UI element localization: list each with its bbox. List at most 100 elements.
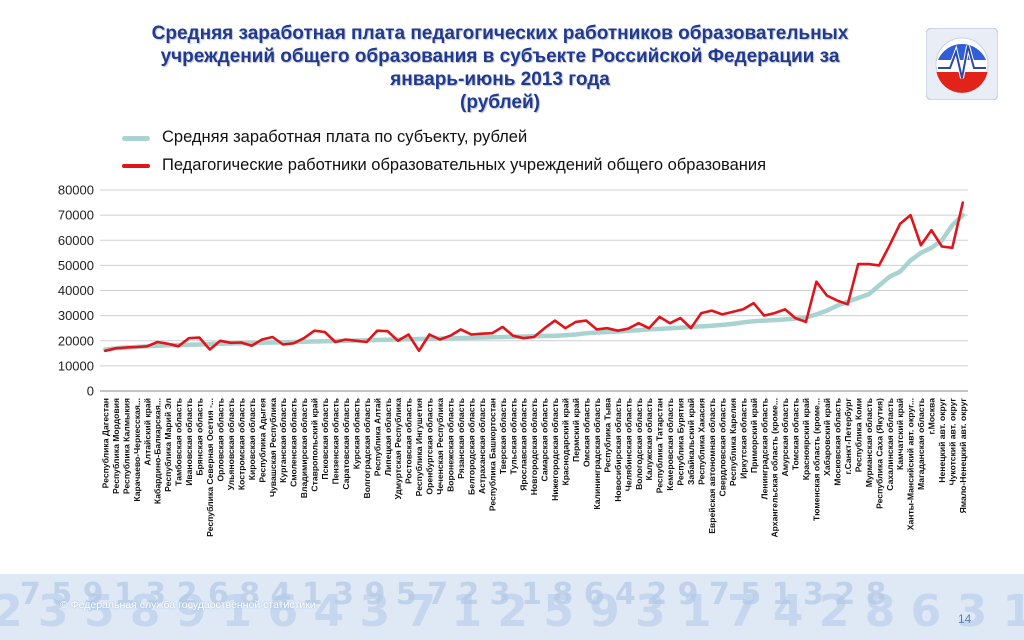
x-tick-label: Оренбургская область (425, 398, 435, 495)
title-line-2: учреждений общего образования в субъекте… (160, 46, 840, 67)
x-tick-label: Архангельская область (кроме... (770, 398, 780, 538)
legend-swatch-average (122, 136, 150, 141)
point-teachers (773, 312, 776, 314)
x-tick-label: Республика Хакасия (697, 398, 707, 485)
x-tick-label: Чеченская Республика (435, 398, 445, 495)
point-teachers (711, 310, 713, 312)
point-teachers (219, 340, 221, 342)
point-teachers (648, 327, 650, 329)
point-average (470, 337, 472, 339)
point-average (732, 323, 734, 325)
point-average (209, 343, 211, 345)
point-average (303, 341, 305, 343)
x-tick-label: Воронежская область (446, 398, 456, 492)
point-teachers (240, 341, 242, 344)
x-tick-label: Челябинская область (623, 398, 633, 491)
point-average (711, 325, 713, 327)
point-teachers (899, 223, 901, 225)
point-teachers (146, 345, 148, 347)
point-teachers (407, 333, 410, 336)
x-tick-label: Ненецкий авт. округ (937, 398, 947, 483)
point-teachers (115, 347, 117, 349)
x-tick-label: Рязанская область (456, 398, 466, 479)
x-tick-label: Республика Тыва (602, 398, 612, 473)
point-average (951, 224, 953, 226)
point-teachers (627, 328, 629, 330)
point-teachers (439, 338, 441, 341)
footer-decoration: 2 3 5 8 9 1 6 4 3 7 1 2 5 9 3 1 7 4 2 8 … (0, 574, 1024, 640)
y-tick-label: 70000 (58, 208, 94, 223)
point-average (502, 336, 504, 338)
point-teachers (805, 321, 807, 323)
x-tick-label: Свердловская область (717, 398, 727, 496)
point-teachers (962, 202, 964, 204)
gridlines (100, 189, 968, 367)
point-average (784, 318, 786, 320)
point-teachers (125, 346, 127, 349)
point-average (313, 340, 315, 343)
point-teachers (658, 316, 661, 318)
x-tick-label: Ханты-Мансийский авт. округ... (906, 398, 916, 530)
x-tick-label: Удмуртская Республика (393, 398, 403, 500)
point-teachers (251, 345, 253, 347)
x-tick-label: Республика Калмыкия (121, 398, 131, 494)
point-teachers (554, 320, 556, 322)
x-tick-label: Смоленская область (289, 398, 299, 487)
y-tick-label: 30000 (58, 308, 94, 323)
x-tick-label: Астраханская область (477, 398, 487, 494)
point-average (564, 334, 567, 336)
point-average (868, 293, 870, 295)
x-tick-label: Республика Адыгея (257, 398, 267, 483)
point-teachers (836, 300, 838, 302)
x-tick-label: Курганская область (278, 398, 288, 483)
point-average (700, 325, 702, 327)
point-average (449, 337, 451, 339)
x-tick-label: Новосибирская область (613, 398, 623, 502)
point-teachers (763, 315, 765, 317)
point-teachers (721, 313, 723, 315)
point-teachers (679, 317, 682, 319)
point-teachers (669, 322, 671, 324)
y-tick-label: 40000 (58, 283, 94, 298)
point-average (815, 313, 818, 315)
point-average (554, 335, 556, 337)
line-chart: 0 10000 20000 30000 40000 50000 60000 70000 8000… (58, 183, 968, 538)
svg-text:7 5 9 1 3 2 6 8 4 1 3 9 5 7 2: 7 5 9 1 3 2 6 8 4 1 3 9 5 7 2 3 1 8 6 4 … (20, 577, 886, 612)
x-tick-label: Магаданская область (916, 398, 926, 490)
point-average (721, 324, 723, 326)
point-teachers (690, 327, 692, 329)
point-teachers (156, 341, 159, 343)
x-tick-label: Республика Бурятия (676, 398, 686, 486)
x-tick-label: Ростовская область (404, 398, 414, 484)
x-tick-label: Ямало-Ненецкий авт. округ (958, 398, 968, 514)
x-tick-label: Забайкальский край (686, 398, 696, 485)
y-axis-tick-labels: 0 10000 20000 30000 40000 50000 60000 70000 8000… (58, 183, 94, 399)
x-tick-label: Московская область (832, 398, 842, 486)
point-teachers (167, 343, 169, 345)
point-average (491, 336, 493, 338)
title-line-4: (рублей) (460, 92, 540, 113)
point-teachers (941, 245, 943, 248)
x-tick-label: Ивановская область (184, 398, 194, 486)
page-number: 14 (958, 612, 972, 626)
point-average (930, 247, 933, 249)
point-teachers (753, 302, 755, 304)
rosstat-logo-icon (926, 28, 998, 100)
point-teachers (292, 342, 295, 344)
x-tick-label: Республика Карелия (728, 398, 738, 486)
point-average (376, 339, 378, 341)
x-tick-label: Республика Мордовия (111, 398, 121, 494)
x-tick-label: Тамбовская область (174, 398, 184, 486)
x-tick-label: Камчатский край (895, 398, 905, 470)
point-teachers (303, 337, 305, 339)
point-average (324, 340, 326, 342)
x-tick-label: Псковская область (320, 398, 330, 480)
legend-label-average: Средняя заработная плата по субъекту, ру… (162, 128, 528, 146)
point-teachers (136, 346, 138, 348)
point-average (543, 335, 546, 337)
point-average (282, 341, 284, 343)
point-average (407, 338, 410, 340)
x-tick-label: Республика Ингушетия (414, 398, 424, 496)
x-tick-label: Вологодская область (634, 398, 644, 490)
x-axis-tick-labels: Республика Дагестан Республика Мордовия Ре… (100, 398, 968, 538)
